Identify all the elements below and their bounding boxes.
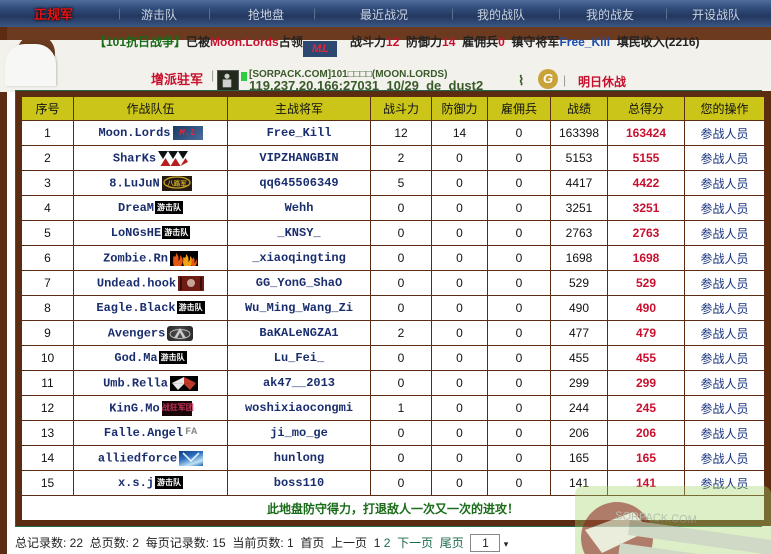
svg-text:八路军: 八路军 [166,178,187,187]
